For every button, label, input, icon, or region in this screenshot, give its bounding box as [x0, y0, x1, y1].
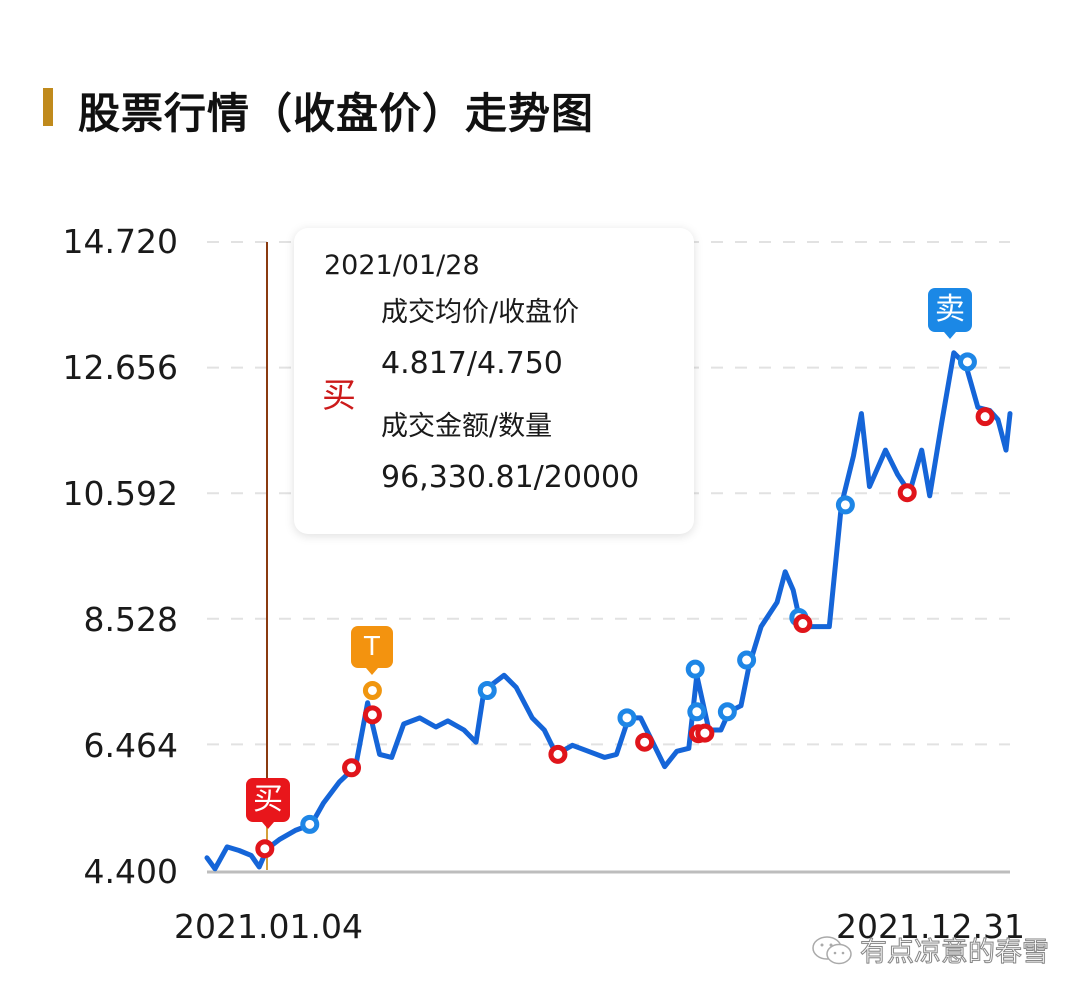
title-accent-bar	[43, 88, 53, 126]
trade-markers	[255, 352, 995, 859]
tooltip-card: 2021/01/28 买 成交均价/收盘价 4.817/4.750 成交金额/数…	[294, 228, 694, 534]
buy-badge[interactable]: 买	[246, 778, 290, 829]
y-tick: 6.464	[83, 726, 178, 765]
buy-marker[interactable]	[635, 732, 655, 752]
x-tick-start: 2021.01.04	[174, 907, 363, 946]
buy-marker[interactable]	[548, 744, 568, 764]
t-marker[interactable]	[362, 680, 382, 700]
buy-marker[interactable]	[695, 723, 715, 743]
y-tick: 14.720	[62, 222, 178, 261]
y-tick: 10.592	[62, 474, 178, 513]
sell-marker[interactable]	[300, 814, 320, 834]
y-tick: 12.656	[62, 348, 178, 387]
tooltip-amount-label: 成交金额/数量	[381, 411, 553, 442]
sell-marker[interactable]	[685, 659, 705, 679]
sell-marker[interactable]	[957, 352, 977, 372]
t-badge[interactable]: T	[351, 626, 393, 675]
sell-marker[interactable]	[717, 702, 737, 722]
sell-marker[interactable]	[687, 702, 707, 722]
buy-marker[interactable]	[897, 483, 917, 503]
tooltip-amount-value: 96,330.81/20000	[381, 460, 640, 495]
sell-marker[interactable]	[737, 650, 757, 670]
buy-marker[interactable]	[255, 839, 275, 859]
buy-marker[interactable]	[793, 614, 813, 634]
watermark-text: 有点凉意的春雪	[860, 937, 1050, 969]
sell-marker[interactable]	[477, 680, 497, 700]
buy-marker[interactable]	[975, 407, 995, 427]
buy-marker[interactable]	[362, 705, 382, 725]
sell-badge[interactable]: 卖	[928, 288, 972, 339]
sell-marker[interactable]	[835, 495, 855, 515]
chart-title: 股票行情（收盘价）走势图	[78, 89, 595, 138]
tooltip-price-value: 4.817/4.750	[381, 346, 563, 381]
wechat-icon	[812, 936, 852, 965]
sell-marker[interactable]	[617, 708, 637, 728]
tooltip-date: 2021/01/28	[324, 250, 480, 281]
y-tick: 4.400	[83, 852, 178, 891]
buy-marker[interactable]	[342, 758, 362, 778]
tooltip-price-label: 成交均价/收盘价	[381, 297, 580, 328]
tooltip-side: 买	[322, 376, 356, 416]
x-tick-end: 2021.12.31	[836, 907, 1025, 946]
y-tick: 8.528	[83, 600, 178, 639]
